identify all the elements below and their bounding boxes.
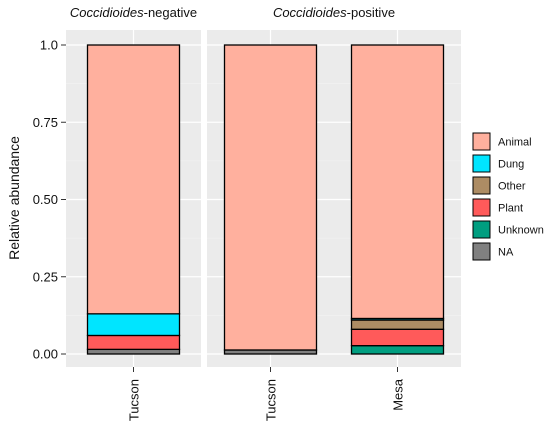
facet-strip-suffix: -positive [347, 5, 395, 20]
facet-strip-label: Coccidioides-negative [70, 5, 197, 20]
x-tick-label: Mesa [391, 378, 406, 411]
legend-swatch-unknown [472, 220, 491, 239]
legend-label: Unknown [498, 225, 544, 237]
facet-strip-suffix: -negative [144, 5, 197, 20]
bar-segment-animal [350, 44, 445, 320]
x-tick-label: Tucson [127, 379, 142, 421]
legend-swatch-animal [472, 132, 491, 151]
facet-strip-italic: Coccidioides [273, 5, 347, 20]
legend-label: Other [498, 181, 526, 193]
legend-swatch-dung [472, 154, 491, 173]
bar-segment-unknown [350, 345, 445, 355]
y-tick-label: 0.75 [33, 115, 58, 130]
bar-segment-na [86, 348, 181, 355]
legend-swatch-other [472, 176, 491, 195]
legend-label: Animal [498, 137, 532, 149]
legend-label: Plant [498, 203, 523, 215]
y-axis-title: Relative abundance [6, 136, 22, 260]
bar-segment-animal [223, 44, 318, 351]
bar-segment-plant [350, 328, 445, 347]
legend-label: Dung [498, 159, 524, 171]
bar-segment-dung [86, 313, 181, 337]
bar-segment-other [350, 319, 445, 330]
legend-swatch-plant [472, 198, 491, 217]
legend-swatch-na [472, 242, 491, 261]
x-tick-label: Tucson [264, 379, 279, 421]
legend-label: NA [498, 247, 514, 259]
bar-segment-plant [86, 334, 181, 351]
y-tick-label: 0.00 [33, 347, 58, 362]
y-tick-label: 1.0 [40, 38, 58, 53]
bar-segment-animal [86, 44, 181, 315]
y-tick-label: 0.50 [33, 192, 58, 207]
y-tick-label: 0.25 [33, 269, 58, 284]
facet-strip-italic: Coccidioides [70, 5, 144, 20]
facet-strip-label: Coccidioides-positive [273, 5, 395, 20]
